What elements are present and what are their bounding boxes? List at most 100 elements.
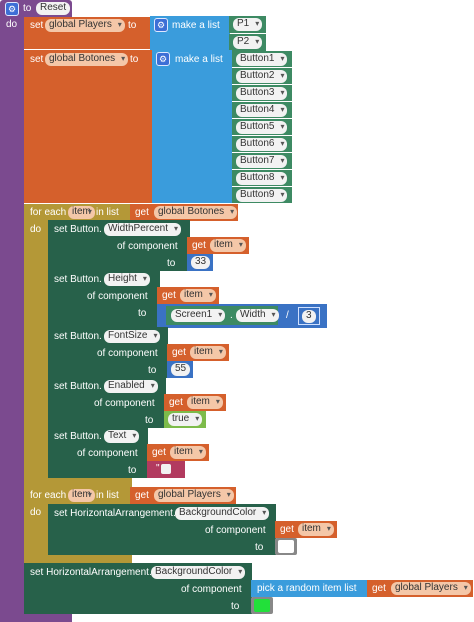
get-label: get [172,347,186,358]
text-value[interactable]: Button4 [236,104,288,117]
variable-dropdown[interactable]: item [190,346,226,359]
boolean-value[interactable]: true [168,413,203,426]
get-label: get [169,397,183,408]
setter-label: set Button. [54,224,102,235]
property-dropdown[interactable]: BackgroundColor [151,566,246,579]
get-label: get [192,240,206,251]
of-component-label: of component [97,348,158,359]
get-label: get [152,447,166,458]
variable-dropdown[interactable]: global Players [45,19,125,32]
get-label: get [372,583,386,594]
procedure-to-label: to [23,3,32,14]
property-dropdown[interactable]: Text [104,430,140,443]
text-value[interactable]: Button7 [236,155,288,168]
to-label: to [128,465,137,476]
do-label: do [30,507,42,518]
text-value[interactable]: Button5 [236,121,288,134]
variable-dropdown[interactable]: global Players [154,489,234,502]
of-component-label: of component [77,448,138,459]
gear-icon[interactable]: ⚙ [5,2,19,16]
setter-label: set Button. [54,381,102,392]
do-label: do [30,224,42,235]
procedure-bottom [0,612,72,622]
text-value[interactable]: Button3 [236,87,288,100]
for-each-label: for each [30,207,67,218]
for-each-spine [24,221,48,489]
text-value[interactable]: Button8 [236,172,288,185]
procedure-spine [0,17,24,622]
of-component-label: of component [205,525,266,536]
text-value[interactable]: Button9 [236,189,288,202]
make-list-block[interactable] [152,50,232,203]
text-value[interactable]: Button2 [236,70,288,83]
text-value[interactable]: P2 [233,36,263,49]
get-label: get [135,490,149,501]
property-dropdown[interactable]: Height [104,273,150,286]
color-swatch[interactable] [254,599,270,612]
for-each-bottom [24,555,132,564]
loop-variable[interactable]: item [68,206,95,219]
setter-label: set HorizontalArrangement. [30,567,152,578]
variable-dropdown[interactable]: global Players [391,582,471,595]
set-label: set [30,54,44,65]
text-value[interactable]: Button1 [236,53,288,66]
get-label: get [280,524,294,535]
procedure-name-field[interactable]: Reset [36,2,71,15]
gear-icon[interactable]: ⚙ [154,18,168,32]
to-label: to [148,365,157,376]
dot-label: . [230,310,233,321]
of-component-label: of component [87,291,148,302]
pick-random-label: pick a random item list [257,583,357,594]
pick-random-block[interactable] [251,580,367,597]
property-dropdown[interactable]: BackgroundColor [175,507,270,520]
to-label: to [167,258,176,269]
of-component-label: of component [117,241,178,252]
property-dropdown[interactable]: Width [236,309,279,322]
for-each-spine [24,504,48,564]
to-label: to [255,542,264,553]
variable-dropdown[interactable]: global Botones [45,53,129,66]
to-label: to [128,20,137,31]
make-list-label: make a list [175,54,223,65]
of-component-label: of component [181,584,242,595]
variable-dropdown[interactable]: item [180,289,216,302]
variable-dropdown[interactable]: item [170,446,206,459]
number-value[interactable]: 55 [171,363,191,376]
setter-label: set Button. [54,331,102,342]
text-value[interactable]: Button6 [236,138,288,151]
variable-dropdown[interactable]: item [210,239,246,252]
property-dropdown[interactable]: FontSize [104,330,161,343]
divide-label: / [286,310,289,321]
variable-dropdown[interactable]: item [187,396,223,409]
empty-text-field[interactable] [161,464,171,474]
in-list-label: in list [96,490,119,501]
set-label: set [30,20,44,31]
variable-dropdown[interactable]: global Botones [154,206,238,219]
for-each-label: for each [30,490,67,501]
make-list-label: make a list [172,20,220,31]
property-dropdown[interactable]: WidthPercent [104,223,182,236]
setter-label: set Button. [54,431,102,442]
number-value[interactable]: 3 [302,310,316,323]
of-component-label: of component [94,398,155,409]
number-value[interactable]: 33 [191,256,211,269]
to-label: to [145,415,154,426]
in-list-label: in list [96,207,119,218]
property-dropdown[interactable]: Enabled [104,380,158,393]
to-label: to [130,54,139,65]
setter-label: set HorizontalArrangement. [54,508,176,519]
setter-label: set Button. [54,274,102,285]
component-dropdown[interactable]: Screen1 [171,309,226,322]
for-each-bottom [24,477,132,487]
procedure-do-label: do [6,19,18,30]
text-value[interactable]: P1 [233,18,263,31]
get-label: get [135,207,149,218]
gear-icon[interactable]: ⚙ [156,52,170,66]
variable-dropdown[interactable]: item [298,523,334,536]
loop-variable[interactable]: item [68,489,95,502]
color-swatch[interactable] [278,540,294,553]
to-label: to [231,601,240,612]
to-label: to [138,308,147,319]
set-botones-block[interactable] [24,50,154,203]
get-label: get [162,290,176,301]
